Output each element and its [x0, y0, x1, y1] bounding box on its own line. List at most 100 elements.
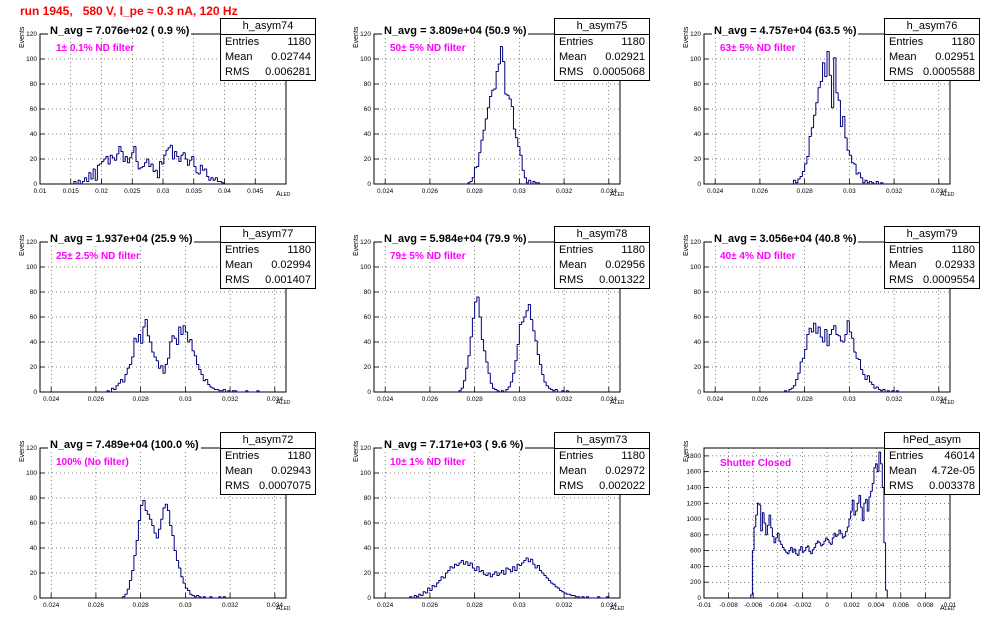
histogram-bin: [791, 547, 795, 553]
x-tick-label: 0.03: [157, 188, 170, 195]
histogram-bin: [517, 137, 520, 147]
histogram-bin: [126, 367, 130, 375]
x-tick-label: 0.034: [601, 188, 618, 195]
x-tick-label: 0.03: [513, 602, 526, 609]
x-tick-label: 0.034: [267, 602, 284, 609]
histogram-bin: [824, 329, 827, 342]
y-tick-label: 40: [364, 545, 372, 552]
histogram-bin: [853, 338, 857, 353]
histogram-bin: [768, 514, 771, 526]
histogram-bin: [133, 337, 137, 357]
histogram-bin: [521, 321, 524, 325]
histogram-bin: [178, 560, 181, 569]
histogram-bin: [547, 385, 551, 389]
histogram-bin: [482, 129, 486, 141]
x-tick-label: -0.01: [697, 602, 712, 609]
x-axis-label-subscript: LED: [280, 606, 291, 612]
x-tick-label: 0.03: [179, 602, 192, 609]
histogram-bin: [801, 546, 805, 553]
histogram-bin: [467, 355, 471, 369]
histogram-bin: [101, 161, 104, 164]
histogram-bin: [891, 390, 895, 392]
histogram-bin: [876, 463, 879, 473]
histogram-bin: [530, 558, 533, 562]
x-axis-label-subscript: LED: [944, 606, 955, 612]
histogram-bin: [167, 147, 171, 151]
histogram-bin: [502, 46, 505, 62]
histogram-bin: [864, 179, 868, 183]
histogram-bin: [202, 596, 206, 598]
x-axis-label-subscript: LED: [614, 606, 625, 612]
histogram-bin: [186, 159, 190, 166]
x-axis-label: ALED: [276, 399, 290, 406]
histogram-bin: [509, 381, 513, 387]
histogram-bin: [552, 583, 556, 585]
stat-label-rms: RMS: [225, 480, 250, 492]
y-tick-label: 60: [694, 106, 702, 113]
histogram-bin: [189, 339, 193, 342]
histogram-bin: [883, 487, 886, 544]
stat-label-mean: Mean: [559, 465, 587, 477]
x-tick-label: 0.028: [466, 188, 483, 195]
histogram-bin: [94, 169, 98, 181]
stat-label-entries: Entries: [889, 450, 924, 462]
histogram-bin: [788, 550, 791, 554]
x-axis-label: ALED: [940, 191, 954, 198]
histogram-bin: [204, 379, 208, 381]
y-tick-label: 800: [690, 532, 701, 539]
histogram-bin: [126, 588, 130, 595]
histogram-bin: [538, 354, 542, 365]
histogram-bin: [207, 379, 210, 385]
histogram-bin: [525, 557, 529, 561]
histogram-bin: [96, 164, 100, 181]
histogram-bin: [822, 62, 825, 82]
histogram-bin: [753, 526, 756, 551]
histogram-bin: [795, 180, 798, 184]
stat-row-entries: Entries 1180: [885, 243, 979, 258]
histogram-bin: [436, 582, 439, 587]
histogram-bin: [210, 177, 214, 181]
x-tick-label: 0.028: [796, 188, 813, 195]
y-tick-label: 20: [694, 156, 702, 163]
histogram-bin: [780, 541, 783, 545]
histogram-bin: [218, 389, 222, 392]
histogram-bin: [198, 364, 202, 370]
histogram-bin: [480, 317, 484, 340]
histogram-bin: [222, 596, 226, 598]
histogram-bin: [159, 161, 162, 178]
x-tick-label: 0.026: [752, 396, 769, 403]
y-axis-label: Events: [353, 26, 360, 48]
histogram-bin: [800, 546, 803, 550]
histogram-bin: [137, 520, 141, 541]
stat-label-entries: Entries: [889, 244, 924, 256]
histogram-bin: [878, 451, 881, 472]
histogram-bin: [467, 182, 471, 184]
histogram-bin: [534, 181, 538, 184]
histogram-bin: [868, 496, 871, 512]
stat-value-entries: 1180: [621, 450, 645, 462]
x-tick-label: 0.026: [422, 188, 439, 195]
histogram-bin: [538, 565, 542, 571]
histogram-bin: [850, 510, 853, 520]
histogram-bin: [877, 387, 881, 390]
stat-value-mean: 0.02972: [605, 465, 645, 477]
histogram-bin: [480, 570, 484, 572]
histogram-bin: [142, 326, 146, 344]
x-tick-label: 0.006: [893, 602, 910, 609]
histogram-bin: [806, 545, 810, 548]
x-tick-label: -0.008: [719, 602, 738, 609]
x-axis-label-main: A: [276, 605, 281, 612]
histogram-bin: [527, 558, 531, 563]
stat-label-mean: Mean: [225, 259, 253, 271]
stat-value-entries: 1180: [621, 244, 645, 256]
histogram-bin: [503, 570, 506, 575]
y-tick-label: 40: [30, 339, 38, 346]
histogram-bin: [781, 544, 785, 548]
histogram-bin: [770, 515, 773, 529]
histogram-bin: [799, 361, 803, 374]
histogram-bin: [811, 549, 815, 554]
histogram-bin: [449, 566, 453, 571]
stat-row-rms: RMS 0.0005068: [555, 65, 649, 80]
histogram-bin: [839, 100, 843, 127]
histogram-bin: [485, 350, 489, 363]
